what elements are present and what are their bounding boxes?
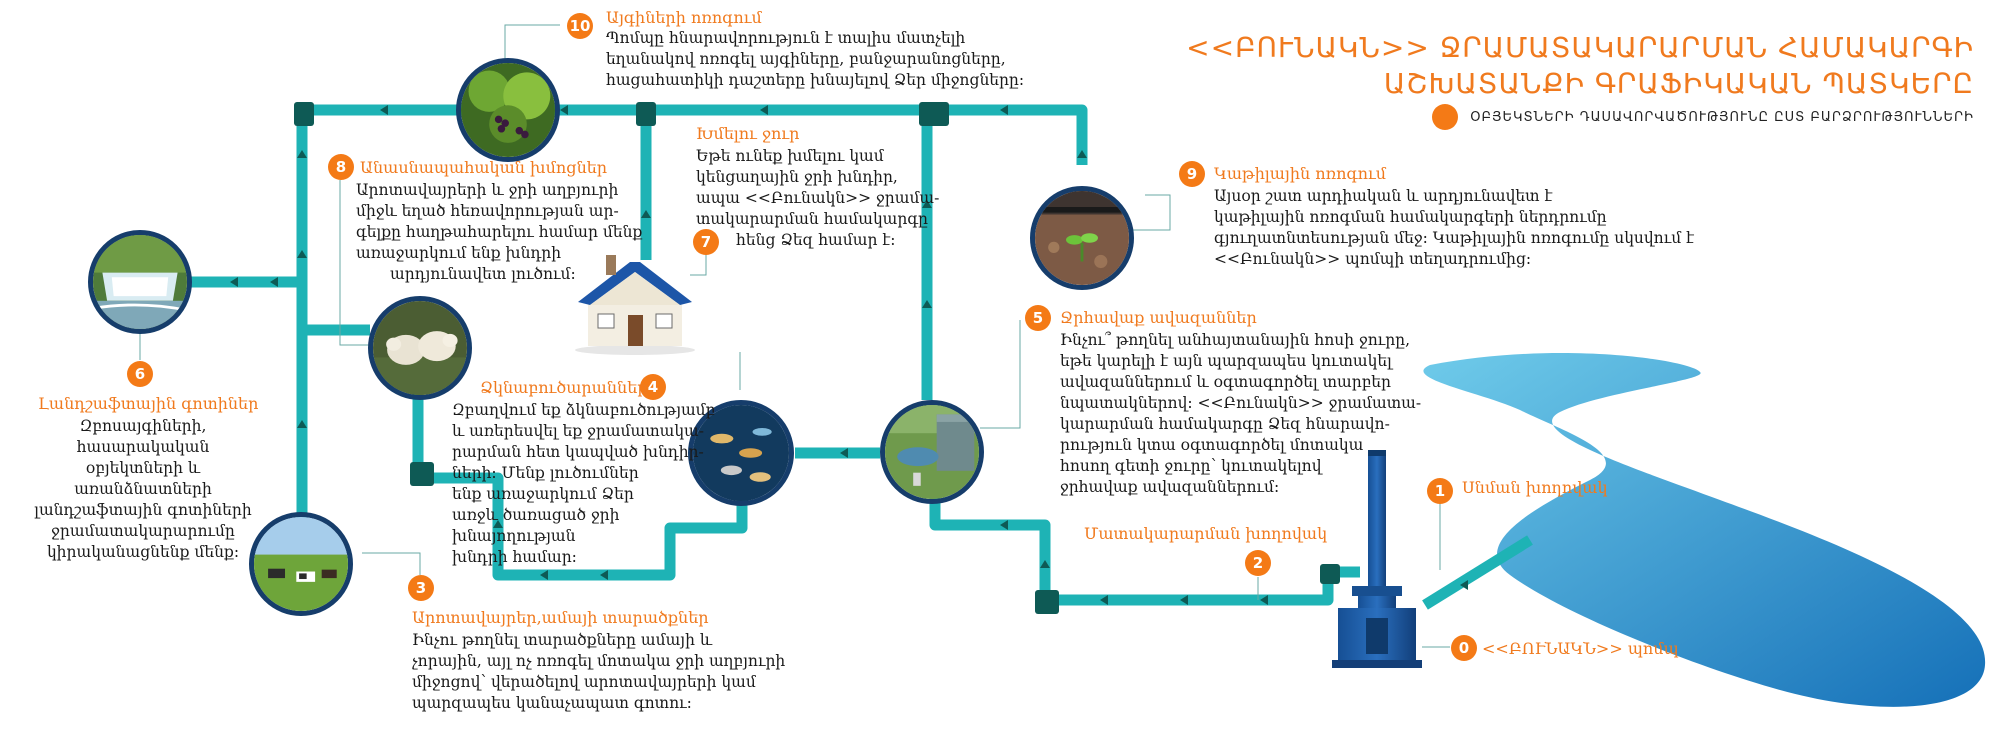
desc-line: րություն կտա օգտագործել մոտակա [1060,436,1364,454]
desc-livestock-troughs: Արոտավայրերի և ջրի աղբյուրի միջև եղած հե… [356,180,642,285]
desc-drip-irrigation: Այսօր շատ արդիական և արդյունավետ է կաթիլ… [1214,186,1694,270]
desc-line: օբյեկտների և առանձնատների [74,459,212,498]
badge-7: 7 [693,229,719,255]
bunakn-pump-graphic [1332,450,1422,668]
badge-6: 6 [127,361,153,387]
desc-line: հենց Ձեզ համար է: [736,231,896,249]
desc-line: գյուղատնտեսության մեջ: Կաթիլային ոռոգում… [1214,229,1695,247]
desc-line: տակարարման համակարգը [696,210,928,228]
desc-line: Ինչու՞ թողնել անհայտանային հոսի ջուրը, [1060,331,1411,349]
desc-line: առաջարկում ենք խնդրի [356,244,562,262]
desc-line: Զբոսայգիների, հասարակական [76,417,210,456]
desc-line: միջոցով՝ վերածելով արոտավայրերի կամ [412,673,756,691]
desc-line: միջև եղած հեռավորության ար- [356,202,619,220]
desc-line: խնդրի համար: [452,548,577,566]
desc-line: Այսօր շատ արդիական և արդյունավետ է [1214,187,1553,205]
badge-10: 10 [567,13,593,39]
desc-line: Պոմպը հնարավորություն է տալիս մատչելի [606,29,966,47]
legend: ՕԲՅԵԿՏՆԵՐԻ ԴԱՍԱՎՈՐՎԱԾՈՒԹՅՈՒՆԸ ԸՍՏ ԲԱՐՁՐՈ… [1432,104,1974,130]
river-shape [1423,353,1986,707]
desc-water-reservoirs: Ինչու՞ թողնել անհայտանային հոսի ջուրը, ե… [1060,330,1421,498]
diagram-title: <<ԲՈՒՆԱԿՆ>> ՋՐԱՄԱՏԱԿԱՐԱՐՄԱՆ ՀԱՄԱԿԱՐԳԻ ԱՇ… [1186,30,1974,102]
heading-water-reservoirs: Ջրհավաք ավազաններ [1060,308,1257,327]
desc-line: կիրականացնենք մենք: [46,543,240,561]
badge-3: 3 [408,575,434,601]
desc-pastures: Ինչու թողնել տարածքները ամայի և չորային,… [412,630,785,714]
heading-pastures: Արոտավայրեր,ամայի տարածքներ [412,608,709,627]
desc-line: ների: Մենք լուծումներ [452,464,639,482]
title-line-2: ԱՇԽԱՏԱՆՔԻ ԳՐԱՖԻԿԱԿԱՆ ՊԱՏԿԵՐԸ [1383,67,1974,100]
desc-line: կաթիլային ոռոգման համակարգերի ներդրումը [1214,208,1607,226]
desc-line: Արոտավայրերի և ջրի աղբյուրի [356,181,619,199]
tank-photo [880,400,984,504]
desc-line: ավազաններում և օգտագործել տարբեր [1060,373,1392,391]
waterfall-photo [88,230,192,334]
cows-photo [249,512,353,616]
badge-4: 4 [640,374,666,400]
legend-dot-icon [1432,104,1459,130]
badge-2: 2 [1245,550,1271,576]
desc-line: Ինչու թողնել տարածքները ամայի և [412,631,713,649]
house-image [570,250,700,355]
heading-fish-farms: Ձկնաբուծարաններ [480,378,648,397]
title-line-1: <<ԲՈՒՆԱԿՆ>> ՋՐԱՄԱՏԱԿԱՐԱՐՄԱՆ ՀԱՄԱԿԱՐԳԻ [1186,31,1974,64]
desc-line: ապա <<Բունակն>> ջրամա- [696,189,940,207]
desc-line: եղանակով ոռոգել այգիները, բանջարանոցները… [606,50,1006,68]
desc-line: Զբաղվում եք ձկնաբուծությամբ [452,401,716,419]
desc-line: պարզապես կանաչապատ գոտու: [412,694,692,712]
supply-pipe [929,495,1360,606]
desc-fish-farms: Զբաղվում եք ձկնաբուծությամբ և առերեսվել … [452,400,715,568]
desc-line: և առերեսվել եք ջրամատակա- [452,422,705,440]
desc-line: Եթե ունեք խմելու կամ [696,147,884,165]
desc-line: եթե կարելի է այն պարզապես կուտակել [1060,352,1392,370]
fish-photo [688,400,794,506]
desc-line: ենք առաջարկում Ձեր [452,485,634,503]
desc-line: առջև ծառացած ջրի [452,506,620,524]
intake-pipe [1422,535,1533,610]
desc-line: րարման հետ կապված խնդիր- [452,443,704,461]
seedling-photo [1030,186,1134,290]
badge-8: 8 [328,154,354,180]
desc-line: հոսող գետի ջուրը՝ կուտակելով [1060,457,1322,475]
heading-livestock-troughs: Անասնապահական խմոցներ [360,158,608,177]
desc-drinking-water: Եթե ունեք խմելու կամ կենցաղային ջրի խնդի… [696,146,939,251]
desc-line: ջրամատակարարումը [51,522,235,540]
desc-line: չորային, այլ ոչ ոռոգել մոտակա ջրի աղբյու… [412,652,786,670]
sheep-photo [368,296,472,400]
heading-garden-irrigation: Այգիների ոռոգում [606,8,762,27]
desc-line: կենցաղային ջրի խնդիր, [696,168,898,186]
desc-line: խնայողության [452,527,576,545]
heading-drinking-water: Խմելու ջուր [696,124,800,143]
desc-line: արդյունավետ լուծում: [390,265,576,283]
label-bunakn-pump: <<ԲՈՒՆԱԿՆ>> պոմպ [1482,639,1679,658]
heading-drip-irrigation: Կաթիլային ոռոգում [1214,164,1387,183]
legend-label: ՕԲՅԵԿՏՆԵՐԻ ԴԱՍԱՎՈՐՎԱԾՈՒԹՅՈՒՆԸ ԸՍՏ ԲԱՐՁՐՈ… [1470,109,1974,125]
desc-line: գելքը հաղթահարելու համար մենք [356,223,643,241]
badge-0: 0 [1451,635,1477,661]
desc-line: <<Բունակն>> պոմպի տեղադրումից: [1214,250,1532,268]
desc-line: ջրհավաք ավազաններում: [1060,478,1280,496]
badge-1: 1 [1427,478,1453,504]
label-supply-pipe: Մատակարարման խողովակ [1084,524,1328,543]
desc-line: կարարման համակարգը Ձեզ հնարավո- [1060,415,1390,433]
desc-landscape-zones: Զբոսայգիների, հասարակական օբյեկտների և ա… [20,416,266,563]
pipe-top-main [300,104,1088,165]
badge-9: 9 [1179,161,1205,187]
desc-line: նպատակներով: <<Բունակն>> ջրամատա- [1060,394,1422,412]
badge-5: 5 [1025,305,1051,331]
desc-line: հացահատիկի դաշտերը խնայելով Ձեր միջոցներ… [606,71,1025,89]
desc-garden-irrigation: Պոմպը հնարավորություն է տալիս մատչելի եղ… [606,28,1024,91]
desc-line: լանդշաֆտային գոտիների [34,501,252,519]
label-intake-pipe: Սնման խողովակ [1462,478,1608,497]
heading-landscape-zones: Լանդշաֆտային գոտիներ [38,394,259,413]
vineyard-photo [456,58,560,162]
